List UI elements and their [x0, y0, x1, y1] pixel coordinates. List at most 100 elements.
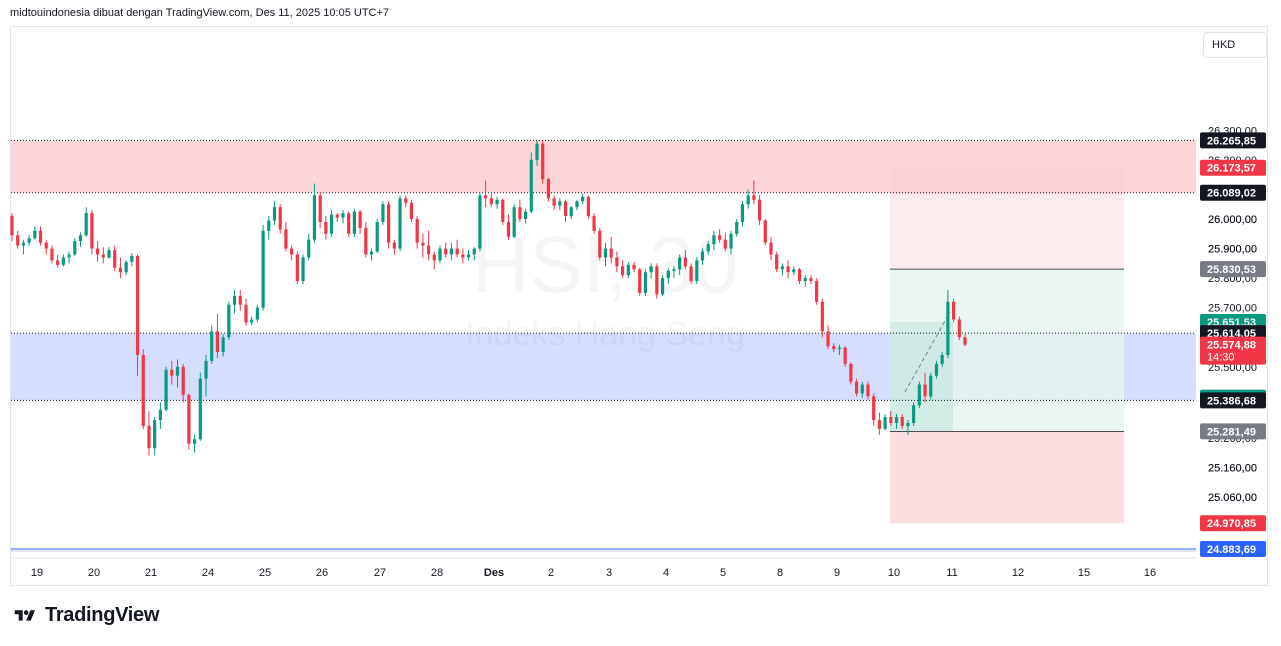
price-badge-bg [1200, 392, 1266, 409]
candle [187, 393, 191, 450]
price-axis: 26.300,0026.200,0026.000,0025.900,0025.8… [1200, 125, 1266, 557]
candle [489, 193, 493, 208]
candle [472, 247, 476, 261]
time-tick-label: 20 [88, 567, 100, 579]
candle-body [535, 143, 539, 160]
candle [638, 267, 642, 296]
position-upper-zone-band [890, 167, 1124, 194]
candle [44, 239, 48, 255]
candle-body [643, 272, 648, 293]
candle-body [803, 278, 807, 282]
candle [706, 241, 710, 255]
time-tick-label: 4 [663, 567, 669, 579]
candle [695, 257, 699, 285]
candle [649, 263, 653, 279]
candle-body [678, 257, 682, 270]
candle [78, 232, 83, 248]
candle-body [238, 295, 242, 305]
candle [803, 275, 807, 288]
candle [181, 363, 185, 403]
candle-body [95, 248, 100, 255]
time-tick-label: 24 [202, 567, 214, 579]
currency-button[interactable]: HKD [1203, 32, 1267, 58]
candle-body [175, 366, 180, 376]
candle-body [626, 264, 630, 276]
candle-body [575, 201, 579, 208]
candle-body [56, 260, 60, 265]
candle-body [906, 422, 910, 426]
candle [352, 208, 356, 237]
candle-body [158, 409, 162, 421]
candle-body [592, 216, 596, 231]
candle [598, 227, 602, 261]
candle [267, 216, 271, 240]
candle-body [421, 242, 425, 246]
candle-body [963, 337, 967, 345]
price-badge: 24.883,69 [1200, 541, 1266, 557]
candle [552, 195, 556, 211]
candle-body [187, 394, 191, 444]
candle-body [558, 201, 562, 206]
candle-body [215, 331, 220, 353]
candle [900, 414, 904, 429]
candle [135, 254, 140, 376]
candle [889, 411, 893, 426]
candle [518, 199, 522, 222]
tradingview-logo[interactable]: TradingView [11, 604, 159, 627]
candle [432, 251, 436, 270]
candle-body [523, 211, 528, 220]
candle [963, 334, 967, 347]
candle [541, 140, 545, 184]
candle [917, 381, 921, 409]
candle-body [118, 267, 123, 273]
candle-body [929, 375, 933, 397]
price-badge-label: 25.386,68 [1207, 395, 1256, 407]
price-badge-label: 24.970,85 [1207, 518, 1256, 530]
time-tick-label: 21 [145, 567, 157, 579]
candle-body [387, 204, 391, 243]
candle-body [615, 257, 619, 267]
candle-body [301, 257, 305, 282]
candle [244, 298, 248, 326]
candle-body [763, 220, 767, 243]
candle-body [295, 254, 299, 282]
candle [740, 201, 745, 227]
price-badge-label: 25.574,88 [1207, 340, 1256, 352]
zones-layer [11, 140, 1196, 524]
candle [951, 298, 956, 323]
candle-body [124, 261, 128, 273]
price-badge-bg [1200, 515, 1266, 532]
candle-body [495, 199, 499, 205]
candle-body [61, 257, 65, 265]
candle [569, 205, 573, 220]
candle [849, 362, 853, 385]
price-badge-bg [1200, 541, 1266, 557]
candle [198, 372, 202, 441]
candle [421, 233, 425, 258]
candle [929, 372, 933, 400]
candle-body [84, 213, 88, 236]
candle-body [347, 213, 351, 234]
candle-body [923, 384, 927, 397]
candle-body [552, 198, 556, 206]
candle-body [695, 260, 699, 282]
chart-frame[interactable] [10, 26, 1268, 586]
candle-body [563, 201, 568, 217]
candle [837, 344, 842, 355]
candle-body [489, 198, 493, 205]
price-badge-bg [1200, 184, 1266, 201]
candle-body [44, 242, 48, 249]
candle-body [369, 251, 374, 255]
candle-body [609, 248, 613, 258]
price-badge-countdown: 14:30 [1207, 352, 1235, 364]
candle-body [649, 266, 653, 273]
candle [27, 235, 31, 246]
candle-body [735, 221, 739, 234]
candle-body [917, 384, 921, 406]
candle-body [832, 346, 836, 350]
time-tick-label: 2 [548, 567, 554, 579]
candle-body [33, 230, 37, 239]
price-badge: 25.281,49 [1200, 423, 1266, 440]
price-tick-label: 25.060,00 [1208, 492, 1257, 504]
